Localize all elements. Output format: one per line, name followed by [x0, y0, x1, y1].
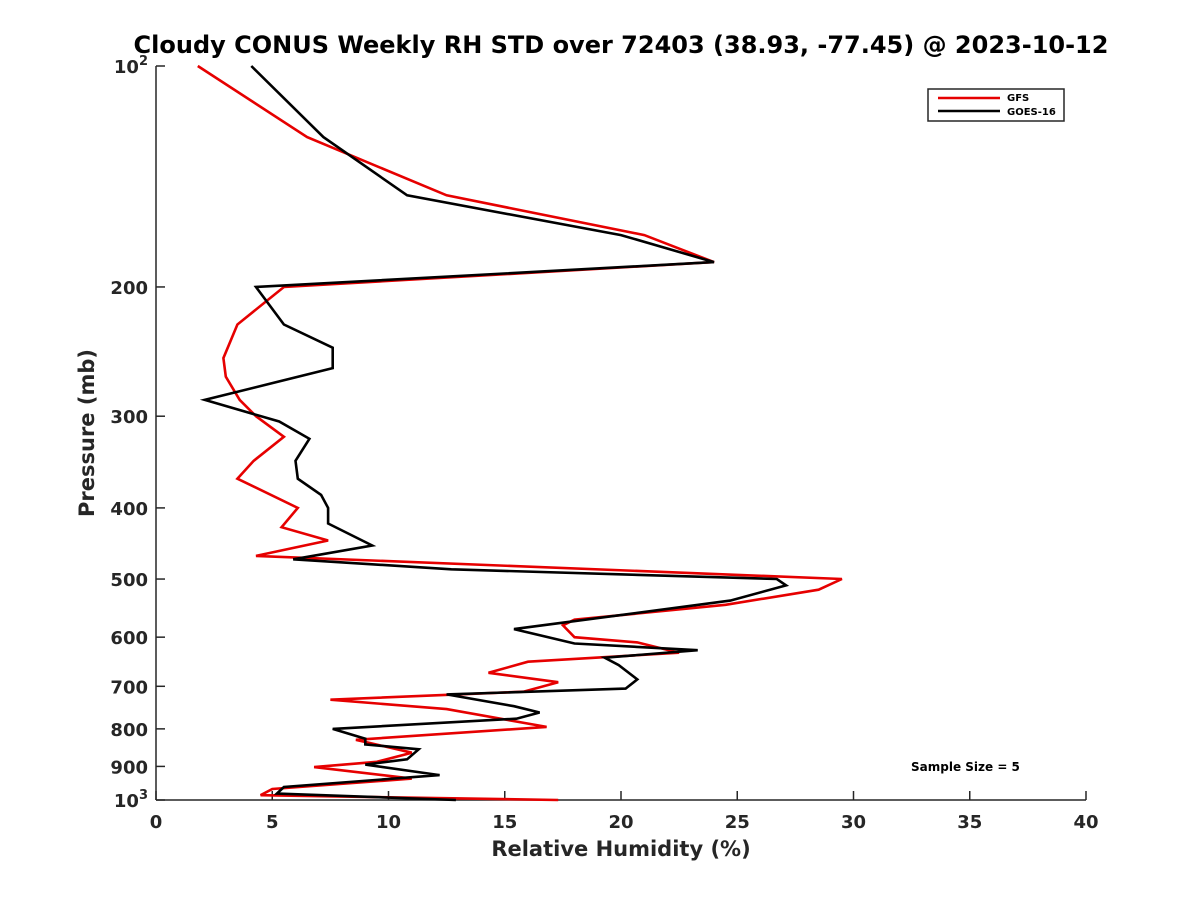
x-tick-label: 40 [1073, 812, 1098, 833]
legend-box [927, 88, 1065, 122]
legend-label-goes16: GOES-16 [1007, 107, 1056, 118]
series-line-gfs [197, 64, 843, 802]
y-tick-label-exponent: 2 [139, 54, 148, 69]
legend-label-gfs: GFS [1007, 93, 1029, 104]
series-line-goes-16 [199, 65, 790, 802]
legend: GFS GOES-16 [927, 88, 1065, 122]
chart-title: Cloudy CONUS Weekly RH STD over 72403 (3… [134, 31, 1109, 59]
x-tick-label: 5 [266, 812, 279, 833]
y-tick-label-base: 10 [114, 791, 139, 812]
x-ticks: 0 5 10 15 20 25 30 35 40 [150, 791, 1099, 833]
y-tick-label: 600 [110, 628, 148, 649]
x-tick-label: 25 [725, 812, 750, 833]
x-tick-label: 30 [841, 812, 866, 833]
y-tick-label-base: 10 [114, 57, 139, 78]
y-tick-label: 400 [110, 499, 148, 520]
y-tick-label: 900 [110, 757, 148, 778]
x-axis-label: Relative Humidity (%) [491, 837, 750, 861]
x-tick-label: 20 [608, 812, 633, 833]
plot-area: 0 5 10 15 20 25 30 35 40 10220030040050060070080… [110, 54, 1098, 833]
x-tick-label: 35 [957, 812, 982, 833]
x-tick-label: 15 [492, 812, 517, 833]
y-tick-label: 300 [110, 407, 148, 428]
y-tick-label: 800 [110, 720, 148, 741]
y-tick-label: 103 [114, 788, 148, 812]
y-tick-label: 200 [110, 278, 148, 299]
series-lines [197, 64, 843, 802]
y-axis-label: Pressure (mb) [75, 349, 99, 517]
y-tick-label: 700 [110, 677, 148, 698]
y-tick-label: 500 [110, 570, 148, 591]
x-tick-label: 10 [376, 812, 401, 833]
x-tick-label: 0 [150, 812, 163, 833]
y-tick-label-exponent: 3 [139, 788, 148, 803]
y-tick-label: 102 [114, 54, 148, 78]
sample-size-annotation: Sample Size = 5 [911, 760, 1020, 774]
